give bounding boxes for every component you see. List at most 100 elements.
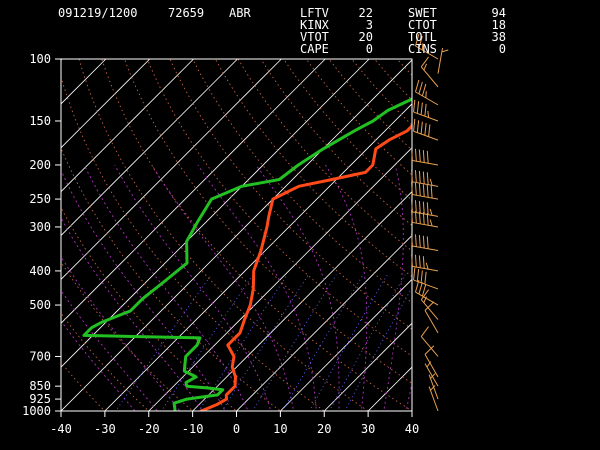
index-value-totl: 38: [491, 30, 506, 44]
wind-barb-full: [418, 282, 423, 295]
y-tick-label: 300: [29, 220, 51, 234]
wind-barb-full: [413, 99, 416, 113]
x-tick-label: 40: [405, 422, 419, 436]
wind-barb-full: [422, 171, 425, 184]
wind-barb-full: [414, 200, 417, 213]
dry-adiabat-lines: [61, 59, 600, 419]
wind-barb: [411, 199, 439, 217]
wind-barb-full: [426, 172, 429, 185]
y-tick-label: 925: [29, 392, 51, 406]
x-tick-label: -10: [182, 422, 204, 436]
isotherm-line: [61, 59, 151, 149]
moist-adiabat-line: [61, 289, 158, 411]
index-label-totl: TOTL: [408, 30, 437, 44]
wind-barb-half: [426, 361, 432, 368]
wind-barb-full: [420, 121, 423, 135]
wind-barb: [411, 169, 439, 187]
x-tick-label: 0: [233, 422, 240, 436]
dry-adiabat-line: [61, 206, 238, 411]
wind-barb-full: [424, 122, 427, 136]
wind-barb: [413, 118, 439, 141]
moist-adiabat-line: [383, 164, 404, 411]
wind-barb-full: [411, 210, 413, 223]
wind-barb-staff: [412, 181, 439, 187]
isotherm-line: [61, 59, 107, 105]
wind-barb-full: [411, 199, 413, 212]
wind-barb-full: [418, 149, 421, 162]
isotherm-lines: [61, 59, 412, 411]
wind-barb-full: [421, 83, 427, 97]
wind-barb-full: [426, 150, 429, 164]
wind-barb-full: [420, 56, 429, 68]
y-tick-label: 1000: [22, 404, 51, 418]
dry-adiabat-line: [214, 59, 412, 278]
index-value-ctot: 18: [491, 18, 506, 32]
moist-adiabat-line: [114, 164, 272, 411]
index-value-lftv: 22: [358, 6, 373, 20]
wind-barb-staff: [420, 66, 439, 88]
wind-barb-full: [422, 201, 425, 215]
dry-adiabat-line: [61, 261, 194, 411]
y-tick-label: 100: [29, 52, 51, 66]
dry-adiabat-line: [420, 59, 600, 419]
isotherm-line: [104, 103, 412, 411]
wind-barb-full: [418, 235, 421, 248]
dry-adiabat-line: [237, 59, 412, 252]
index-value-kinx: 3: [365, 18, 373, 32]
wind-barb-staff: [412, 265, 439, 272]
mixing-ratio-line: [309, 274, 388, 411]
mixing-ratio-line: [252, 274, 337, 411]
wind-barb: [424, 301, 439, 334]
wind-barb-staff: [415, 91, 439, 106]
wind-barb-full: [414, 182, 417, 196]
wind-barb-half: [429, 219, 433, 227]
wind-barb-full: [422, 150, 425, 163]
wind-barb-full: [421, 284, 427, 297]
wind-barb-full: [414, 210, 417, 224]
wind-barb-staff: [415, 45, 439, 60]
index-label-cape: CAPE: [300, 42, 329, 56]
y-tick-label: 700: [29, 349, 51, 363]
moist-adiabat-line: [61, 216, 203, 411]
isotherm-line: [323, 322, 412, 411]
wind-barb-full: [416, 269, 420, 282]
wind-barb-full: [424, 301, 435, 311]
dry-adiabat-line: [443, 59, 600, 419]
wind-barb-staff: [424, 354, 439, 378]
wind-barb-full: [413, 267, 416, 281]
mixing-ratio-line: [115, 274, 212, 411]
wind-barbs: [411, 33, 449, 412]
dry-adiabat-line: [465, 59, 600, 419]
wind-barb: [411, 210, 439, 228]
wind-barb-full: [422, 235, 425, 249]
index-value-cins: 0: [498, 42, 506, 56]
wind-barb-staff: [412, 159, 439, 166]
wind-barb: [420, 326, 439, 357]
wind-barb-full: [413, 118, 416, 132]
x-tick-label: -40: [50, 422, 72, 436]
wind-barb: [420, 56, 439, 88]
wind-barb-full: [420, 102, 423, 115]
wind-barb: [411, 233, 439, 252]
mixing-ratio-line: [282, 274, 364, 411]
wind-barb-half: [441, 49, 449, 53]
wind-barb-full: [424, 103, 427, 117]
y-tick-label: 500: [29, 298, 51, 312]
wind-barb-full: [426, 202, 429, 215]
wind-barb-half: [427, 110, 430, 118]
wind-barb: [428, 385, 439, 412]
isotherm-line: [61, 59, 282, 280]
dry-adiabat-line: [328, 59, 412, 151]
wind-barb: [424, 361, 439, 387]
wind-barb-full: [414, 254, 417, 268]
wind-barb-staff: [428, 386, 439, 412]
index-label-cins: CINS: [408, 42, 437, 56]
wind-barb-half: [423, 296, 427, 303]
wind-barb-full: [418, 255, 421, 268]
wind-barb-full: [416, 120, 420, 133]
mixing-ratio-line: [221, 274, 309, 411]
wind-barb-half: [430, 385, 436, 391]
wind-barb-staff: [413, 130, 439, 141]
wind-barb-full: [418, 200, 421, 214]
